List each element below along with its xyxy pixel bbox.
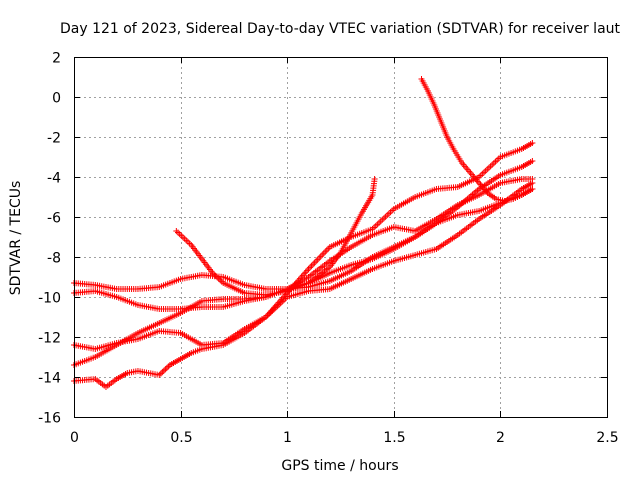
data-point (529, 158, 536, 164)
series-sat-b (71, 176, 536, 312)
data-point (313, 258, 320, 265)
data-point (159, 369, 166, 376)
y-tick-label: 0 (52, 91, 61, 107)
y-tick-label: -12 (38, 331, 61, 347)
series-sat-f (173, 176, 378, 298)
x-tick-label: 0.5 (170, 430, 192, 446)
data-point (323, 247, 330, 254)
data-point (163, 364, 170, 371)
data-point (308, 262, 315, 269)
data-point (529, 180, 536, 186)
series-layer (71, 76, 536, 390)
data-point (529, 186, 536, 192)
x-tick-label: 1 (283, 430, 292, 446)
data-point (319, 251, 326, 258)
data-point (212, 272, 219, 279)
plot-frame (74, 57, 608, 418)
data-point (529, 140, 536, 146)
series-sat-g (418, 76, 536, 204)
grid (74, 57, 607, 417)
y-tick-label: -6 (47, 211, 61, 227)
data-point (311, 259, 318, 266)
x-tick-label: 2.5 (596, 430, 618, 446)
y-tick-label: -8 (47, 251, 61, 267)
data-point (162, 366, 169, 373)
data-point (217, 277, 224, 284)
series-sat-d (71, 180, 536, 352)
x-tick-label: 0 (70, 430, 79, 446)
data-point (371, 176, 378, 182)
data-point (322, 248, 329, 255)
y-tick-label: -2 (47, 131, 61, 147)
y-tick-label: -14 (38, 371, 61, 387)
data-point (320, 250, 327, 257)
data-point (310, 261, 317, 268)
chart-title: Day 121 of 2023, Sidereal Day-to-day VTE… (60, 21, 621, 37)
data-point (160, 367, 167, 374)
x-axis-label: GPS time / hours (281, 458, 398, 474)
y-tick-label: -16 (38, 411, 61, 427)
data-point (157, 370, 164, 377)
data-point (317, 253, 324, 260)
y-tick-label: -4 (47, 171, 61, 187)
axis-ticks: 0 0.5 1 1.5 2 2.5 -16 -14 -12 -10 -8 -6 -4 -2 0 2 (38, 51, 619, 447)
x-tick-label: 1.5 (383, 430, 405, 446)
y-axis-label: SDTVAR / TECUs (8, 181, 24, 296)
series-sat-e (71, 140, 536, 390)
y-tick-label: -10 (38, 291, 61, 307)
data-point (307, 264, 314, 271)
y-tick-label: 2 (52, 51, 61, 67)
data-point (316, 255, 323, 261)
x-tick-label: 2 (496, 430, 505, 446)
